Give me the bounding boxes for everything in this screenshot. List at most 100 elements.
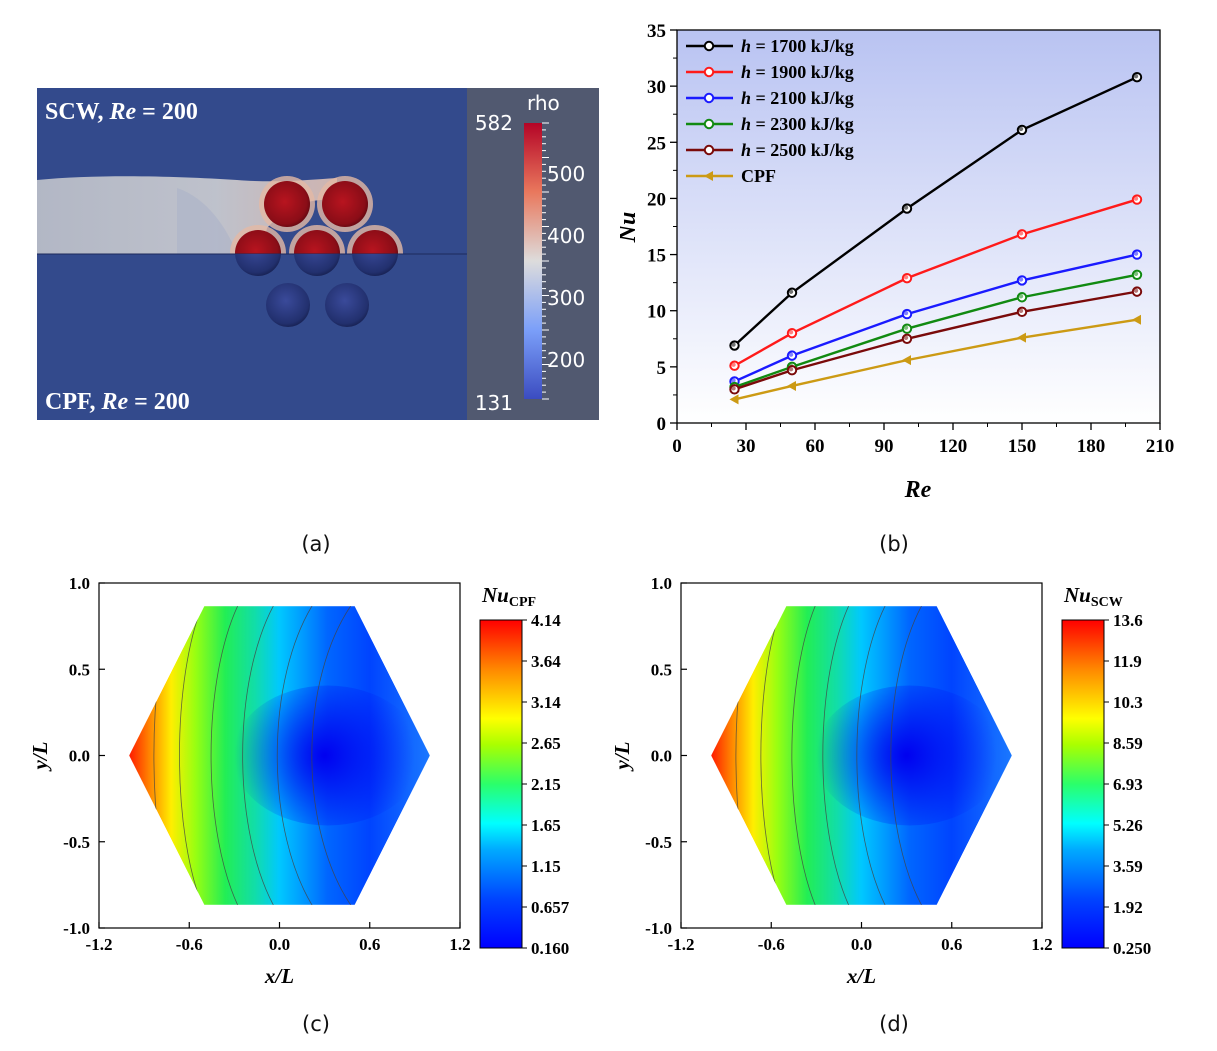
contour-line (242, 606, 277, 905)
legend-label: h = 2300 kJ/kg (741, 114, 854, 134)
colorbar-tick-label: 0.250 (1113, 939, 1151, 958)
cylinder-scw (322, 181, 368, 227)
contour-line (760, 606, 785, 905)
colorbar-tick-label: 500 (547, 162, 585, 186)
x-tick-label: 180 (1077, 436, 1106, 457)
y-tick-label: 0.5 (651, 660, 672, 679)
data-point (902, 355, 911, 366)
contour-line (276, 606, 316, 905)
cylinder-scw (294, 230, 340, 254)
colorbar-title: NuSCW (1063, 583, 1123, 610)
contour-line (890, 606, 926, 905)
colorbar-tick-label: 4.14 (531, 611, 561, 630)
label-scw: SCW, Re = 200 (45, 99, 198, 125)
colorbar-tick-label: 3.14 (531, 693, 561, 712)
x-axis-label: x/L (846, 964, 876, 988)
colorbar-tick-label: 11.9 (1113, 652, 1142, 671)
y-axis-label: y/L (30, 742, 52, 773)
contour-line (791, 606, 818, 905)
colorbar-tick-label: 0.160 (531, 939, 569, 958)
x-tick-label: -0.6 (176, 935, 203, 954)
y-tick-label: 15 (647, 246, 666, 267)
x-tick-label: 0.0 (851, 935, 872, 954)
x-tick-label: 0 (672, 436, 682, 457)
y-axis-label: Nu (620, 212, 641, 244)
x-tick-label: 0.0 (269, 935, 290, 954)
y-tick-label: 0.0 (69, 747, 90, 766)
x-tick-label: 0.6 (941, 935, 962, 954)
data-point (1132, 314, 1141, 325)
cylinder-cpf (294, 254, 340, 276)
y-axis-label: y/L (612, 742, 634, 773)
y-tick-label: -0.5 (645, 833, 672, 852)
contour-line (822, 606, 852, 905)
y-tick-label: 5 (657, 358, 667, 379)
y-tick-label: 20 (647, 189, 666, 210)
minimum-region (232, 685, 423, 826)
colorbar-tick-label: 8.59 (1113, 734, 1143, 753)
y-tick-label: 35 (647, 21, 666, 42)
cylinder-cpf (325, 283, 369, 327)
x-tick-label: 60 (806, 436, 825, 457)
colorbar (1061, 619, 1105, 949)
colorbar-title: NuCPF (481, 583, 536, 610)
colorbar-tick-label: 300 (547, 286, 585, 310)
x-tick-label: 120 (939, 436, 968, 457)
y-tick-label: 0.5 (69, 660, 90, 679)
panel-a-density-field: SCW, Re = 200 CPF, Re = 200 rho 582 131 … (37, 88, 599, 420)
colorbar-tick-label: 6.93 (1113, 775, 1143, 794)
contour-scw-svg: -1.2 -0.6 0.0 0.6 1.2 1.0 0.5 0.0 -0.5 -1.0 x/L y/L… (610, 574, 1151, 988)
colorbar-tick-label: 1.65 (531, 816, 561, 835)
colorbar-title: rho (527, 91, 560, 115)
x-tick-label: 1.2 (449, 935, 470, 954)
y-tick-label: 30 (647, 77, 666, 98)
x-tick-label: 0.6 (359, 935, 380, 954)
panel-d-nu-scw-contour: -1.2 -0.6 0.0 0.6 1.2 1.0 0.5 0.0 -0.5 -1.0 x/L y/L… (610, 570, 1192, 1000)
legend-label: CPF (741, 166, 776, 186)
colorbar-tick-label: 1.92 (1113, 898, 1143, 917)
colorbar-tick-label: 3.59 (1113, 857, 1143, 876)
panel-b-nu-vs-re-chart: 0 30 60 90 120 150 180 210 0 5 10 15 20 25 30 35 h = 17… (615, 10, 1200, 510)
cylinder-scw (264, 181, 310, 227)
legend-label: h = 2500 kJ/kg (741, 140, 854, 160)
x-tick-label: 1.2 (1031, 935, 1052, 954)
cylinder-scw (352, 230, 398, 254)
colorbar-min-label: 131 (475, 391, 513, 415)
x-tick-label: 150 (1008, 436, 1037, 457)
colorbar-tick-label: 0.657 (531, 898, 570, 917)
caption-d: (d) (879, 1012, 909, 1036)
data-point (729, 394, 739, 405)
colorbar-minor-ticks (542, 122, 549, 400)
x-axis-label: x/L (264, 964, 294, 988)
minimum-region (814, 685, 1005, 826)
legend-label: h = 2100 kJ/kg (741, 88, 854, 108)
legend-label: h = 1900 kJ/kg (741, 62, 854, 82)
colorbar-rho (524, 123, 542, 399)
data-point (787, 380, 796, 391)
colorbar-tick-label: 200 (547, 348, 585, 372)
contour-line (210, 606, 241, 905)
y-tick-label: 0 (657, 414, 667, 435)
x-tick-label: 210 (1146, 436, 1175, 457)
colorbar-tick-label: 10.3 (1113, 693, 1143, 712)
colorbar-tick-label: 13.6 (1113, 611, 1143, 630)
cylinder-cpf (266, 283, 310, 327)
x-axis-label: Re (904, 477, 932, 503)
legend-label: h = 1700 kJ/kg (741, 36, 854, 56)
colorbar-tick-label: 5.26 (1113, 816, 1143, 835)
y-tick-label: 0.0 (651, 747, 672, 766)
y-tick-label: 25 (647, 133, 666, 154)
contour-line (311, 606, 356, 905)
colorbar-tick-label: 2.15 (531, 775, 561, 794)
y-tick-label: 1.0 (69, 574, 90, 593)
y-tick-label: 1.0 (651, 574, 672, 593)
colorbar-tick-label: 1.15 (531, 857, 561, 876)
density-field-svg: SCW, Re = 200 CPF, Re = 200 rho 582 131 … (37, 88, 599, 420)
nu-chart-svg: 0 30 60 90 120 150 180 210 0 5 10 15 20 25 30 35 h = 17… (615, 21, 1175, 503)
colorbar-max-label: 582 (475, 111, 513, 135)
colorbar-tick-label: 2.65 (531, 734, 561, 753)
data-point (1017, 332, 1026, 343)
label-cpf: CPF, Re = 200 (45, 389, 190, 415)
cylinder-cpf (235, 254, 281, 276)
caption-c: (c) (302, 1012, 330, 1036)
